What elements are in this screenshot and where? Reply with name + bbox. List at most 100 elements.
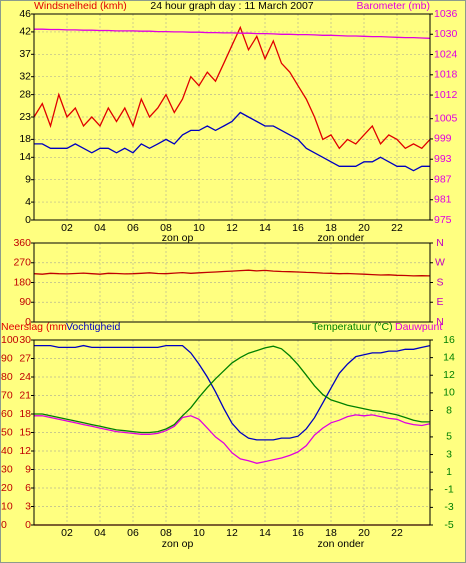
series-line (34, 345, 430, 434)
x-tick-label: 06 (127, 222, 139, 234)
y-tick-label: W (435, 257, 445, 269)
y-tick-label: 12 (19, 445, 31, 457)
y-tick-label: 10 (443, 387, 455, 399)
y-tick-label: 180 (13, 276, 31, 288)
y-tick-label: 37 (19, 48, 31, 60)
legend-label: Neerslag (mm (1, 321, 67, 333)
y-tick-label: 3 (25, 500, 31, 512)
y-tick-label: 90 (19, 296, 31, 308)
legend-label: Temperatuur (°C) (312, 321, 393, 333)
y-tick-label: -5 (444, 519, 453, 531)
y-tick-label: 42 (19, 26, 31, 38)
series-line (33, 25, 431, 150)
y-tick-label: 8 (446, 404, 452, 416)
x-tick-label: 10 (193, 222, 205, 234)
y-tick-label: 10 (1, 500, 13, 512)
legend-label: Barometer (mb) (356, 0, 430, 12)
y-tick-label: 28 (19, 88, 31, 100)
x-tick-label: 12 (226, 222, 238, 234)
plot-frame (33, 13, 431, 221)
y-tick-label: 24 (19, 371, 31, 383)
x-tick-label: 02 (61, 222, 73, 234)
y-tick-label: 90 (1, 352, 13, 364)
y-tick-label: 1012 (434, 89, 458, 101)
series-line (34, 111, 430, 172)
y-tick-label: 6 (25, 482, 31, 494)
legend-label: Vochtigheid (66, 321, 120, 333)
y-tick-label: 12 (443, 369, 455, 381)
y-tick-label: 80 (1, 371, 13, 383)
y-tick-label: 1030 (434, 28, 458, 40)
x-tick-label: 18 (325, 222, 337, 234)
x-tick-label: 08 (160, 222, 172, 234)
plot-frame (33, 339, 431, 526)
annotation: zon op (162, 232, 194, 244)
y-tick-label: 0 (25, 519, 31, 531)
y-tick-label: 20 (1, 482, 13, 494)
x-tick-label: 06 (127, 527, 139, 539)
x-tick-label: 02 (61, 527, 73, 539)
y-tick-label: E (436, 296, 443, 308)
y-tick-label: -1 (444, 484, 453, 496)
y-tick-label: 0 (25, 214, 31, 226)
y-tick-label: 9 (25, 463, 31, 475)
y-tick-label: 50 (1, 426, 13, 438)
y-tick-label: N (436, 316, 444, 328)
y-tick-label: 40 (1, 445, 13, 457)
x-tick-label: 20 (358, 527, 370, 539)
y-tick-label: 23 (19, 111, 31, 123)
legend-label: Windsnelheid (kmh) (34, 0, 127, 12)
y-tick-label: 3 (446, 448, 452, 460)
y-tick-label: S (436, 276, 443, 288)
chart-title: 24 hour graph day : 11 March 2007 (150, 0, 313, 12)
x-tick-label: 16 (292, 527, 304, 539)
annotation: zon onder (318, 538, 365, 550)
y-tick-label: -3 (444, 501, 453, 513)
y-tick-label: 46 (19, 8, 31, 20)
legend-label: Dauwpunt (395, 321, 442, 333)
series-line (34, 344, 431, 441)
y-tick-label: 1036 (434, 8, 458, 20)
series-line (34, 28, 431, 39)
y-tick-label: 18 (19, 133, 31, 145)
y-tick-label: 993 (434, 153, 452, 165)
y-tick-label: N (436, 237, 444, 249)
annotation: zon op (162, 538, 194, 550)
x-tick-label: 12 (226, 527, 238, 539)
y-tick-label: 15 (19, 426, 31, 438)
x-tick-label: 10 (193, 527, 205, 539)
y-tick-label: 60 (1, 408, 13, 420)
y-tick-label: 70 (1, 389, 13, 401)
y-tick-label: 18 (19, 408, 31, 420)
x-tick-label: 22 (391, 222, 403, 234)
y-tick-label: 21 (19, 389, 31, 401)
y-tick-label: 32 (19, 70, 31, 82)
y-tick-label: 9 (25, 173, 31, 185)
y-tick-label: 0 (25, 316, 31, 328)
y-tick-label: 975 (434, 214, 452, 226)
y-tick-label: 987 (434, 173, 452, 185)
series-line (33, 269, 431, 277)
y-tick-label: 5 (446, 431, 452, 443)
x-tick-label: 14 (259, 527, 271, 539)
x-tick-label: 18 (325, 527, 337, 539)
x-tick-label: 20 (358, 222, 370, 234)
y-tick-label: 4 (25, 196, 31, 208)
y-tick-label: 1024 (434, 48, 458, 60)
y-tick-label: 981 (434, 194, 452, 206)
y-tick-label: 1018 (434, 69, 458, 81)
x-tick-label: 22 (391, 527, 403, 539)
x-tick-label: 04 (94, 222, 106, 234)
y-tick-label: 30 (19, 334, 31, 346)
y-tick-label: 16 (443, 334, 455, 346)
y-tick-label: 1 (446, 466, 452, 478)
x-tick-label: 04 (94, 527, 106, 539)
plot-frame (33, 242, 431, 323)
x-tick-label: 08 (160, 527, 172, 539)
x-tick-label: 14 (259, 222, 271, 234)
annotation: zon onder (318, 232, 365, 244)
x-tick-label: 16 (292, 222, 304, 234)
y-tick-label: 100 (1, 334, 19, 346)
y-tick-label: 14 (443, 351, 455, 363)
